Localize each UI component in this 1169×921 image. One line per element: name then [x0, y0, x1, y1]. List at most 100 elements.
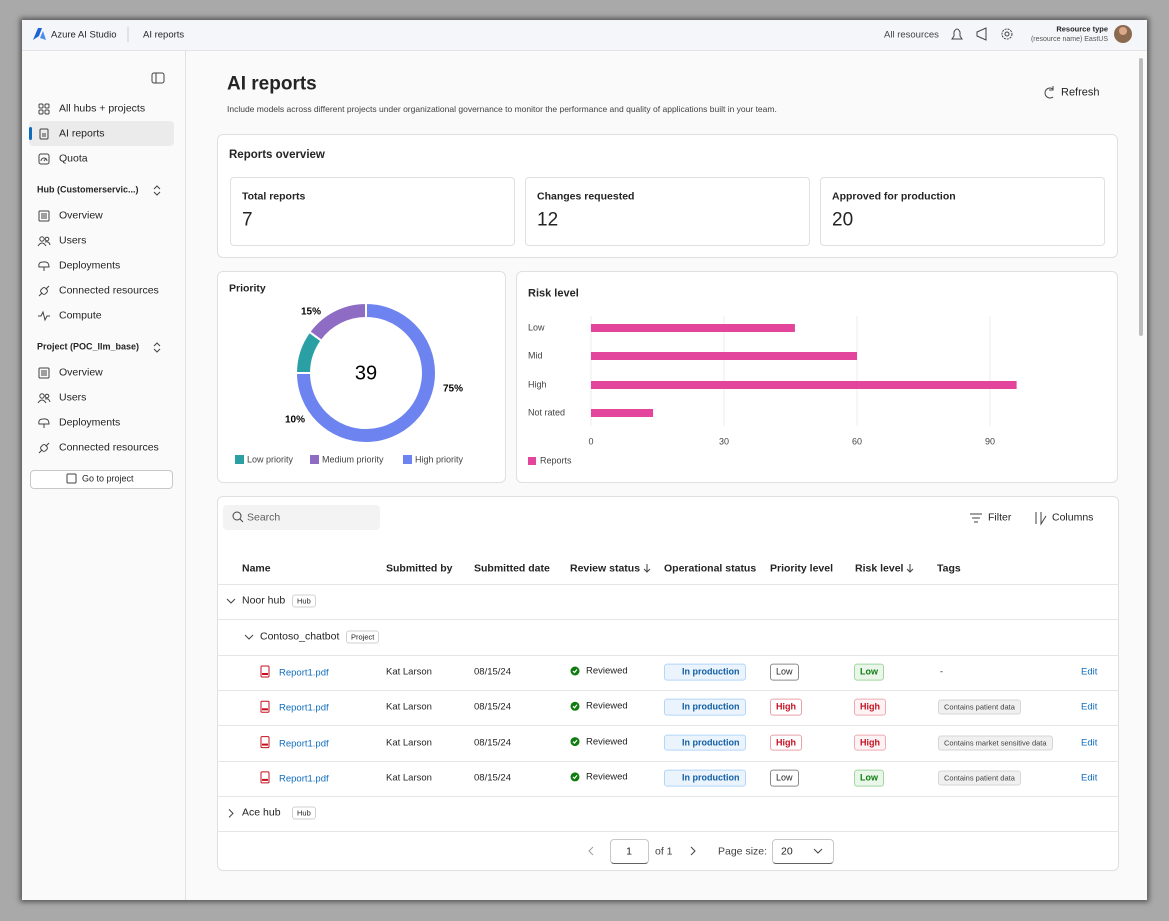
file-link[interactable]: Report1.pdf	[279, 702, 329, 714]
group-name[interactable]: Noor hub	[242, 594, 286, 607]
app-name[interactable]: Azure AI Studio	[51, 29, 117, 41]
row-divider	[217, 760, 1119, 762]
review-status: Reviewed	[586, 665, 628, 677]
operational-badge: In production	[664, 663, 746, 681]
column-header[interactable]: Submitted date	[474, 562, 550, 575]
operational-badge: In production	[664, 698, 746, 716]
priority-badge: High	[770, 698, 802, 716]
section-title[interactable]: Project (POC_llm_base)	[37, 341, 140, 352]
edit-link[interactable]: Edit	[1081, 701, 1098, 713]
row-divider	[217, 831, 1119, 833]
stat-value: 7	[242, 209, 253, 231]
priority-badge: Low	[770, 663, 799, 681]
group-name[interactable]: Ace hub	[242, 807, 281, 820]
column-header[interactable]: Submitted by	[386, 562, 453, 575]
nav-item[interactable]: Overview	[59, 366, 103, 379]
edit-link[interactable]: Edit	[1081, 772, 1098, 784]
resource-type: Resource type	[1056, 24, 1108, 34]
nav-item[interactable]: Overview	[59, 209, 103, 222]
submitted-date: 08/15/24	[474, 666, 511, 678]
nav-item[interactable]: Users	[59, 391, 87, 404]
row-divider	[217, 655, 1119, 656]
tag-badge: Contains patient data	[938, 770, 1021, 786]
tag-text: -	[940, 666, 943, 677]
file-link[interactable]: Report1.pdf	[279, 737, 329, 749]
stat-card	[820, 177, 1105, 246]
go-to-project-button[interactable]	[30, 470, 173, 489]
nav-item[interactable]: Users	[59, 234, 87, 247]
top-bar	[22, 20, 1147, 51]
column-header[interactable]: Risk level	[855, 562, 904, 575]
review-status: Reviewed	[586, 735, 628, 747]
chart-panel	[217, 271, 506, 483]
page-size-dropdown[interactable]	[772, 839, 834, 864]
chart-title: Risk level	[528, 287, 579, 300]
priority-badge: High	[770, 734, 802, 751]
search-box[interactable]	[223, 505, 380, 530]
tag-badge: Contains patient data	[938, 699, 1021, 715]
columns-button[interactable]: Columns	[1052, 511, 1094, 524]
section-title[interactable]: Hub (Customerservic...)	[37, 184, 139, 195]
column-header[interactable]: Review status	[570, 562, 641, 575]
group-badge: Project	[346, 630, 380, 644]
page-size-value: 20	[781, 845, 793, 858]
resource-name: (resource name) EastUS	[1030, 35, 1108, 43]
stat-label: Approved for production	[832, 190, 956, 203]
file-link[interactable]: Report1.pdf	[279, 773, 329, 785]
group-name[interactable]: Contoso_chatbot	[260, 630, 340, 643]
search-placeholder: Search	[247, 511, 281, 524]
button-label: Go to project	[82, 473, 134, 484]
edit-link[interactable]: Edit	[1081, 736, 1098, 748]
breadcrumb[interactable]: AI reports	[143, 29, 185, 41]
submitted-date: 08/15/24	[474, 772, 511, 784]
panel-title: Reports overview	[229, 149, 325, 162]
row-divider	[217, 619, 1119, 620]
submitted-by: Kat Larson	[386, 701, 432, 713]
stat-label: Total reports	[242, 190, 306, 203]
risk-badge: Low	[854, 663, 884, 681]
table-panel	[217, 496, 1119, 871]
all-resources-link[interactable]: All resources	[884, 29, 939, 41]
page-number: 1	[626, 845, 632, 858]
row-divider	[217, 795, 1119, 797]
nav-item[interactable]: Compute	[59, 309, 102, 322]
nav-item[interactable]: AI reports	[59, 127, 105, 140]
page-input[interactable]	[610, 839, 649, 864]
risk-badge: High	[854, 698, 886, 716]
submitted-by: Kat Larson	[386, 772, 432, 784]
operational-badge: In production	[664, 769, 746, 787]
group-badge: Hub	[292, 806, 316, 820]
column-header[interactable]: Priority level	[770, 562, 834, 575]
tag-badge: Contains market sensitive data	[938, 735, 1053, 751]
submitted-date: 08/15/24	[474, 736, 511, 748]
column-header[interactable]: Operational status	[664, 562, 757, 575]
scrollbar	[1139, 58, 1143, 336]
filter-button[interactable]: Filter	[988, 511, 1012, 524]
file-link[interactable]: Report1.pdf	[279, 667, 329, 679]
risk-badge: High	[854, 734, 886, 751]
review-status: Reviewed	[586, 700, 628, 712]
column-header[interactable]: Name	[242, 562, 271, 575]
nav-item[interactable]: Connected resources	[59, 284, 159, 297]
page-description: Include models across different projects…	[227, 103, 777, 114]
stat-value: 20	[832, 209, 854, 231]
page-size-label: Page size:	[718, 845, 768, 858]
risk-badge: Low	[854, 769, 884, 787]
nav-item[interactable]: Connected resources	[59, 441, 159, 454]
operational-badge: In production	[664, 734, 746, 751]
submitted-by: Kat Larson	[386, 666, 432, 678]
nav-item[interactable]: Deployments	[59, 416, 121, 429]
page-title: AI reports	[227, 73, 317, 95]
stat-value: 12	[537, 209, 559, 231]
nav-item[interactable]: Quota	[59, 152, 88, 165]
column-header[interactable]: Tags	[937, 562, 961, 575]
edit-link[interactable]: Edit	[1081, 666, 1098, 678]
nav-item[interactable]: Deployments	[59, 259, 121, 272]
chart-panel	[516, 271, 1118, 483]
stat-card	[525, 177, 810, 246]
priority-badge: Low	[770, 769, 799, 787]
refresh-button[interactable]: Refresh	[1061, 86, 1100, 99]
submitted-by: Kat Larson	[386, 736, 432, 748]
nav-item[interactable]: All hubs + projects	[59, 102, 146, 115]
page-count: of 1	[655, 845, 673, 858]
